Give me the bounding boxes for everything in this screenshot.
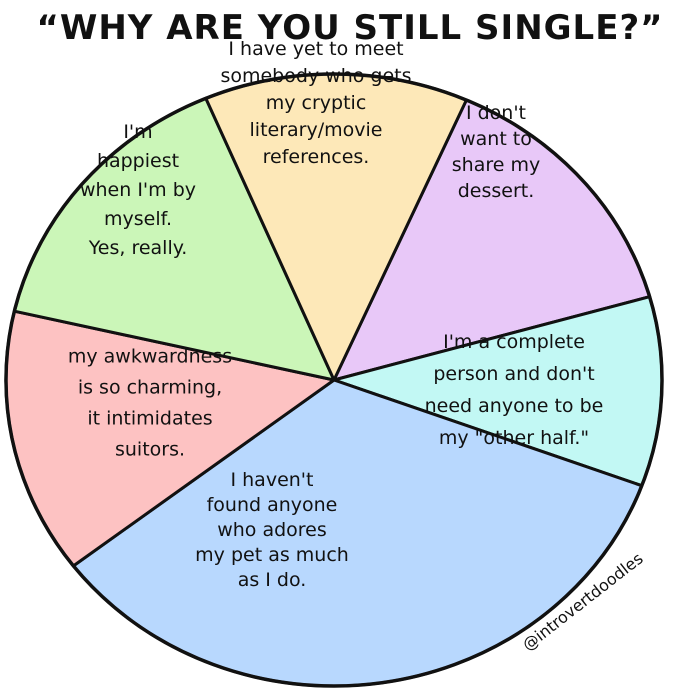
slice-label-line: my pet as much — [195, 544, 349, 566]
slice-label-line: my awkwardness — [68, 346, 232, 368]
slice-label-line: my "other half." — [439, 427, 589, 449]
slice-label-line: somebody who gets — [220, 65, 411, 87]
slice-label-line: references. — [263, 146, 370, 168]
slice-label-line: dessert. — [458, 180, 535, 202]
slice-label-3: I'm a complete person and don't need anyon… — [425, 331, 604, 449]
slice-label-line: share my — [452, 154, 540, 176]
pie-outline — [4, 72, 664, 688]
chart-title: “WHY ARE YOU STILL SINGLE?” — [36, 8, 664, 48]
slice-label-line: who adores — [217, 519, 327, 541]
slice-label-5: my awkwardness is so charming, it intimida… — [68, 346, 232, 461]
slice-label-line: my cryptic — [266, 92, 367, 114]
slice-label-line: literary/movie — [250, 119, 383, 141]
slice-label-line: happiest — [97, 150, 179, 172]
slice-label-4: I haven't found anyone who adores my pet as… — [195, 469, 349, 591]
slice-label-line: I haven't — [231, 469, 314, 491]
slice-label-2: I don't want to share my dessert. — [452, 102, 540, 202]
slice-label-line: I'm a complete — [443, 331, 585, 353]
slice-label-line: is so charming, — [78, 377, 222, 399]
slice-label-line: I have yet to meet — [228, 38, 403, 60]
slice-label-line: Yes, really. — [88, 237, 188, 259]
slice-label-line: suitors. — [115, 439, 185, 461]
slice-label-line: person and don't — [433, 363, 594, 385]
slice-label-line: it intimidates — [87, 408, 212, 430]
slice-label-6: I'm happiest when I'm by myself. Yes, really… — [80, 121, 196, 259]
slice-label-line: I'm — [123, 121, 152, 143]
slice-label-line: found anyone — [207, 494, 338, 516]
slice-label-1: I have yet to meet somebody who gets my cr… — [220, 38, 411, 168]
slice-label-line: I don't — [466, 102, 526, 124]
slice-label-line: want to — [460, 128, 532, 150]
slice-label-line: need anyone to be — [425, 395, 604, 417]
slice-label-line: as I do. — [238, 569, 307, 591]
slice-label-line: myself. — [104, 208, 172, 230]
slice-label-line: when I'm by — [80, 179, 196, 201]
